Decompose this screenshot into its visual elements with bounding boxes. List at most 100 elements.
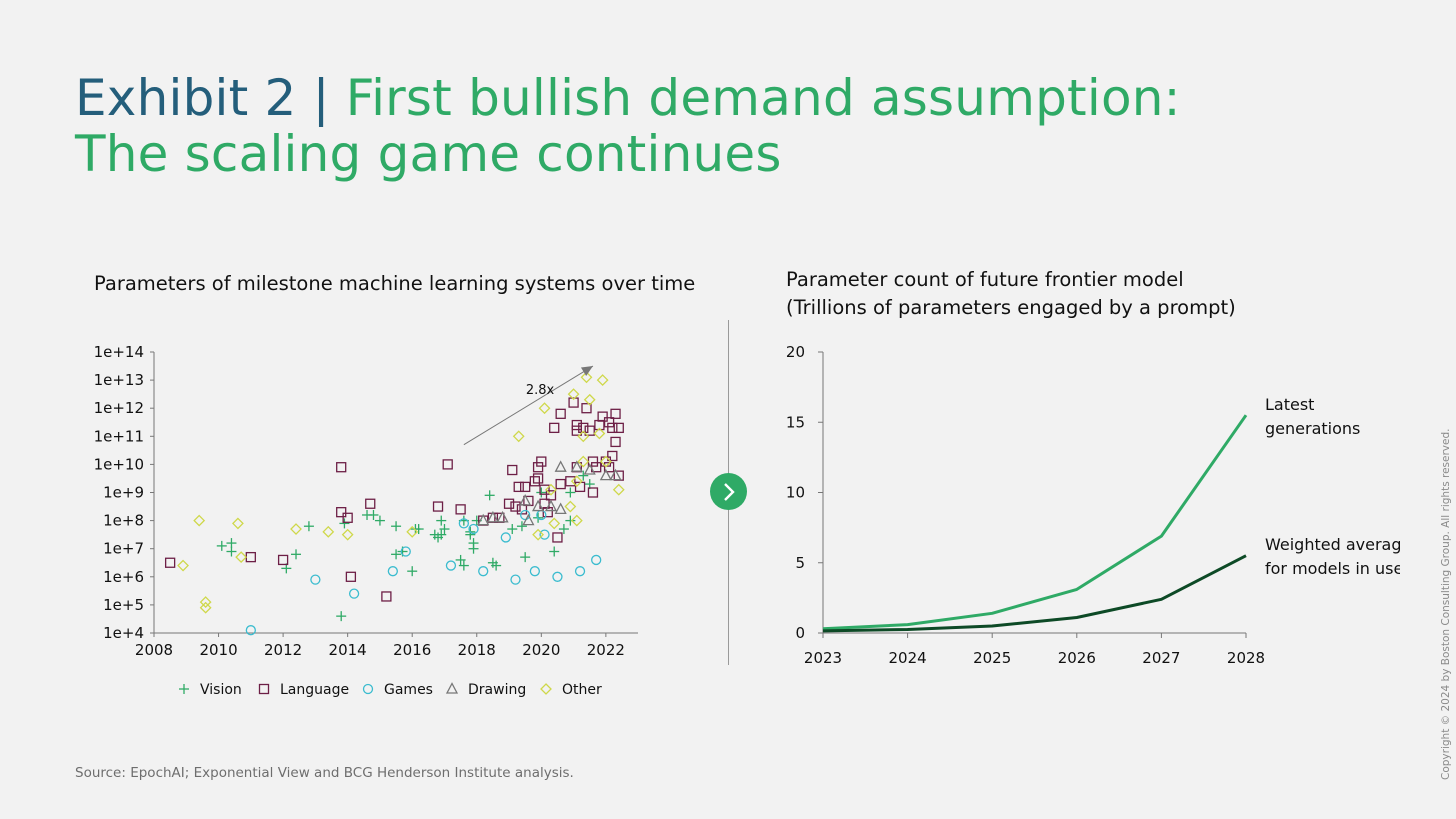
line-y-tick-label: 20 (786, 343, 805, 361)
games-point (539, 529, 550, 540)
vision-point (549, 546, 560, 557)
y-tick-label: 1e+13 (94, 371, 144, 389)
drawing-point (609, 468, 622, 481)
language-point (381, 591, 392, 602)
line-x-tick-label: 2024 (889, 649, 927, 667)
vision-point (484, 490, 495, 501)
other-point (567, 388, 580, 401)
vision-point (413, 524, 424, 535)
next-button[interactable] (710, 473, 747, 510)
vision-point (407, 566, 418, 577)
language-point (245, 551, 256, 563)
vision-point (565, 515, 576, 526)
vision-point (565, 487, 576, 498)
line-x-tick-label: 2023 (804, 649, 842, 667)
legend-label-vision: Vision (200, 682, 242, 698)
other-point (583, 393, 596, 406)
vision-point (507, 524, 518, 535)
games-point (310, 574, 321, 585)
legend-marker-language (258, 683, 270, 695)
drawing-point (486, 510, 499, 523)
language-point (581, 403, 592, 414)
y-tick-label: 1e+8 (103, 512, 144, 530)
other-point (512, 430, 525, 443)
left-chart-subtitle: Parameters of milestone machine learning… (94, 272, 696, 295)
language-point (513, 481, 524, 493)
games-point (348, 588, 360, 599)
language-point (532, 462, 544, 473)
scatter-annotation: 2.8x (463, 365, 594, 446)
drawing-point (532, 499, 545, 512)
language-point (510, 501, 521, 512)
growth-annotation-label: 2.8x (526, 383, 555, 398)
language-point (336, 462, 347, 473)
source-note: Source: EpochAI; Exponential View and BC… (75, 765, 574, 781)
vision-point (458, 560, 469, 571)
scatter-legend: Vision Language Games Drawing Other (179, 682, 602, 698)
vision-point (468, 538, 479, 549)
other-point (577, 455, 590, 468)
line-x-tick-label: 2025 (973, 649, 1011, 667)
other-point (532, 528, 545, 541)
scatter-chart: 1e+4 1e+5 1e+6 1e+7 1e+8 1e+9 1e+10 1e+11 1e+12 1… (94, 343, 638, 698)
vision-point (578, 470, 589, 481)
title-line-1: First bullish demand assumption: (345, 69, 1181, 127)
drawing-point (544, 499, 558, 512)
line-x-tick-label: 2027 (1142, 649, 1180, 667)
language-point (164, 557, 176, 568)
language-point (432, 501, 444, 512)
language-point (277, 554, 289, 566)
other-point (290, 523, 302, 535)
line-axes: 0 5 10 15 20 2023 2024 2025 2026 2027 2028 (786, 343, 1265, 667)
other-point (596, 374, 609, 387)
drawing-point (554, 502, 567, 515)
vision-point (516, 521, 527, 532)
language-point (342, 512, 353, 523)
other-point (545, 483, 557, 496)
right-chart-subtitle-line-1: Parameter count of future frontier model (786, 268, 1184, 291)
vision-point (303, 521, 314, 532)
vision-point (391, 549, 402, 560)
other-point (231, 517, 244, 530)
games-point (387, 566, 398, 577)
drawing-point (522, 513, 535, 526)
other-point (570, 475, 583, 488)
language-point (529, 476, 541, 487)
games-point (478, 566, 489, 577)
language-point (539, 484, 550, 495)
weighted-average-label-2: for models in use (1265, 559, 1400, 578)
language-point (610, 408, 621, 419)
language-point (597, 411, 608, 422)
growth-arrow-head (580, 366, 593, 377)
language-point (613, 422, 624, 434)
language-point (455, 504, 466, 515)
language-point (607, 422, 618, 434)
drawing-point (496, 510, 509, 523)
other-point (612, 483, 625, 496)
other-point (406, 525, 419, 538)
vision-point (368, 509, 379, 520)
legend-marker-other (540, 683, 552, 695)
other-point (199, 596, 212, 609)
other-point (580, 371, 593, 384)
language-point (336, 507, 347, 518)
y-tick-label: 1e+7 (103, 540, 144, 558)
y-tick-label: 1e+9 (103, 484, 144, 502)
scatter-points (164, 371, 625, 636)
latest-generations-label-1: Latest (1265, 395, 1314, 414)
vision-point (374, 515, 385, 526)
games-point (500, 532, 511, 543)
vision-point (436, 515, 447, 526)
y-tick-label: 1e+11 (94, 427, 144, 445)
language-point (587, 487, 599, 498)
x-tick-label: 2014 (329, 641, 367, 659)
language-point (607, 450, 618, 462)
language-point (520, 481, 531, 493)
drawing-point (477, 513, 490, 526)
language-point (578, 422, 589, 434)
language-point (555, 408, 566, 419)
games-point (552, 571, 563, 582)
legend-label-drawing: Drawing (468, 682, 526, 698)
vision-point (391, 521, 402, 532)
copyright-note: Copyright © 2024 by Boston Consulting Gr… (1440, 428, 1452, 780)
